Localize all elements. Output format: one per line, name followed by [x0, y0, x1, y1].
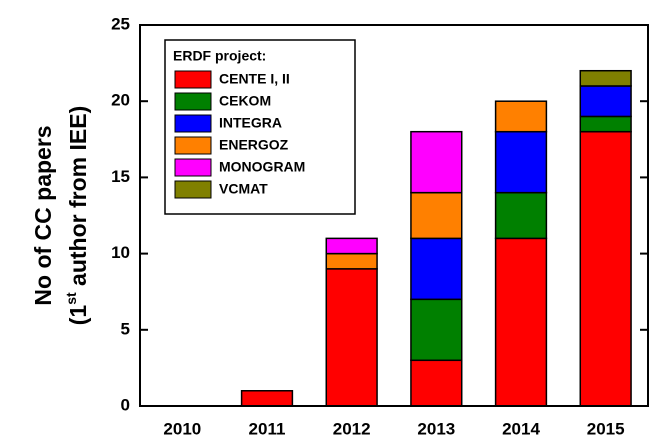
y-axis-label: No of CC papers — [30, 125, 56, 305]
legend-label: MONOGRAM — [219, 159, 305, 175]
x-tick-label: 2010 — [163, 419, 201, 438]
x-tick-label: 2012 — [333, 419, 371, 438]
bar-segment — [410, 191, 463, 240]
y-axis-label: (1st author from IEE) — [63, 106, 91, 325]
y-axis-label-part: author from IEE) — [65, 106, 91, 293]
bar-segment — [579, 115, 632, 133]
legend-label: ENERGOZ — [219, 137, 289, 153]
y-tick-label: 5 — [121, 319, 130, 338]
y-tick-label: 25 — [111, 14, 130, 33]
x-tick-label: 2013 — [417, 419, 455, 438]
bar-segment — [579, 130, 632, 407]
legend-swatch — [174, 70, 212, 89]
bar-segment — [325, 237, 378, 255]
bar-segment — [410, 237, 463, 301]
bar-segment — [240, 390, 294, 407]
legend-label: CENTE I, II — [219, 71, 290, 87]
y-tick-label: 20 — [111, 91, 130, 110]
bar-segment — [410, 130, 463, 194]
legend-label: INTEGRA — [219, 115, 282, 131]
legend-swatch — [174, 180, 212, 199]
x-tick-label: 2015 — [587, 419, 625, 438]
bar-segment — [494, 191, 548, 240]
bar-segment — [494, 100, 548, 133]
x-tick-label: 2014 — [502, 419, 540, 438]
bar-segment — [579, 85, 632, 118]
legend-swatch — [174, 136, 212, 155]
legend-swatch — [174, 158, 212, 177]
bar-segment — [325, 268, 378, 407]
bar-segment — [410, 359, 463, 407]
bar-segment — [410, 298, 463, 362]
y-tick-label: 10 — [111, 243, 130, 262]
legend-swatch — [174, 92, 212, 111]
plot-frame — [139, 24, 649, 407]
y-axis-label-part: (1 — [65, 305, 91, 326]
legend-label: VCMAT — [219, 181, 268, 197]
x-tick-label: 2011 — [249, 419, 286, 438]
legend-swatch — [174, 114, 212, 133]
legend-label: CEKOM — [219, 93, 271, 109]
bar-segment — [494, 130, 548, 194]
bar-segment — [494, 237, 548, 407]
bar-segment — [579, 69, 632, 87]
y-axis-label-part: st — [63, 292, 79, 305]
legend-title: ERDF project: — [173, 48, 266, 64]
y-tick-label: 15 — [111, 167, 130, 186]
bar-segment — [325, 252, 378, 270]
y-tick-label: 0 — [121, 395, 130, 414]
